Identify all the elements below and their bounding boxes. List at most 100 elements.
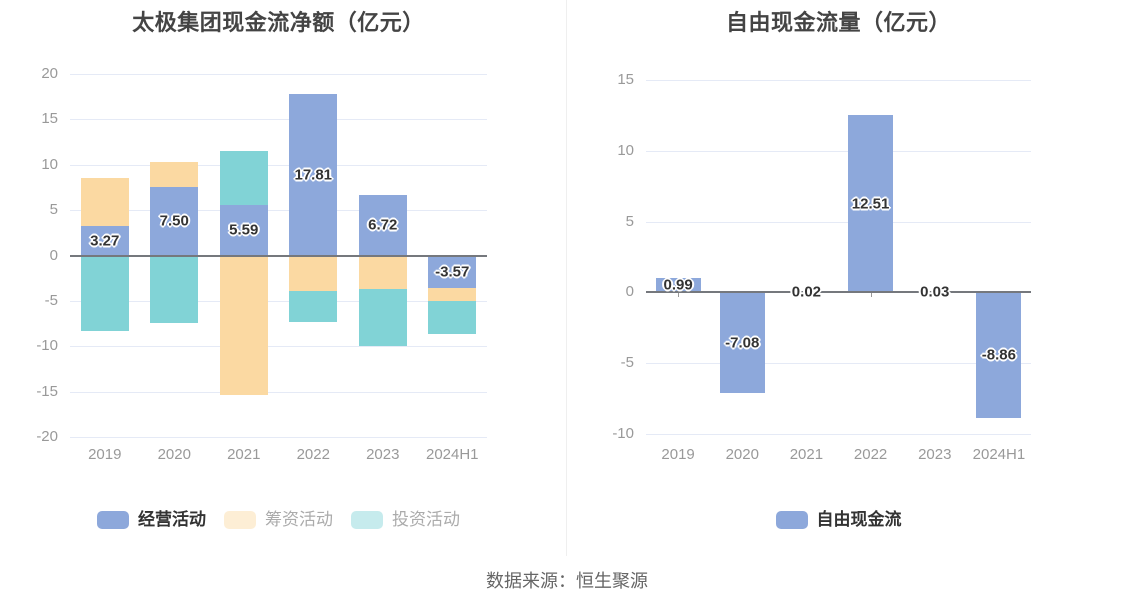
bar-segment[interactable]: [358, 288, 407, 346]
bar-segment[interactable]: [150, 162, 199, 188]
y-axis-tick-label: -5: [620, 354, 634, 372]
gridline: [70, 74, 487, 75]
x-axis-tick-label: 2023: [918, 446, 952, 463]
x-axis-tick-label: 2023: [366, 446, 400, 463]
bar-value-label: -8.86: [981, 346, 1017, 364]
y-axis-tick-label: -10: [36, 337, 58, 355]
y-axis-tick-label: 10: [617, 141, 634, 159]
bar-segment[interactable]: [219, 255, 268, 396]
bar-value-label: 0.03: [920, 283, 950, 301]
x-axis-tick-label: 2019: [88, 446, 122, 463]
y-axis-tick-label: 0: [625, 283, 634, 301]
bar-segment[interactable]: [219, 150, 268, 205]
y-axis-tick-label: -15: [36, 382, 58, 400]
y-axis-tick-label: 5: [625, 212, 634, 230]
gridline: [70, 437, 487, 438]
bar-segment[interactable]: [150, 255, 199, 323]
bar-value-label: 3.27: [90, 232, 120, 250]
gridline: [646, 150, 1031, 152]
legend-item[interactable]: 投资活动: [351, 511, 460, 529]
y-axis-tick-label: 15: [617, 71, 634, 88]
x-axis-tick-label: 2020: [725, 446, 759, 463]
zero-axis-line: [646, 291, 1031, 294]
legend-swatch-icon: [97, 511, 129, 529]
net-cash-flow-plot-area: 20 15 10 5 0 -5 -10 -15 -20 2019 2020 2021 2022 2023 2…: [0, 0, 567, 556]
bar-segment[interactable]: [848, 115, 894, 293]
legend-item-label: 自由现金流: [816, 510, 902, 529]
bar-segment[interactable]: [976, 292, 1022, 418]
gridline: [646, 363, 1031, 365]
bar-segment[interactable]: [80, 177, 129, 226]
y-axis-tick-label: -5: [44, 291, 58, 309]
bar-segment[interactable]: [289, 93, 338, 256]
legend-item[interactable]: 自由现金流: [775, 510, 902, 529]
data-source-label: 数据来源：恒生聚源: [486, 571, 648, 591]
legend-item-label: 经营活动: [138, 510, 206, 529]
bar-segment[interactable]: [655, 278, 701, 293]
bar-value-label: -7.08: [725, 334, 760, 352]
bar-segment[interactable]: [150, 187, 199, 256]
bar-segment[interactable]: [289, 255, 338, 292]
bar-segment[interactable]: [80, 225, 129, 256]
free-cash-flow-chart-title: 自由现金流量（亿元）: [725, 10, 951, 35]
bar-segment[interactable]: [358, 255, 407, 289]
legend-item[interactable]: 筹资活动: [224, 511, 333, 529]
y-axis-tick-label: -20: [36, 428, 58, 445]
x-axis-tick-label: 2020: [157, 446, 191, 463]
legend-swatch-icon: [351, 511, 383, 529]
x-axis-tick-label: 2024H1: [425, 446, 479, 463]
y-axis-tick-label: -10: [612, 425, 634, 442]
bar-segment[interactable]: [428, 287, 477, 302]
bar-value-label: 5.59: [229, 221, 259, 239]
legend-item-label: 筹资活动: [265, 510, 333, 529]
y-axis-tick-label: 20: [41, 65, 58, 82]
legend-swatch-icon: [224, 511, 256, 529]
bar-segment[interactable]: [719, 292, 765, 393]
axis-tick: [806, 292, 808, 298]
x-axis-tick-label: 2019: [661, 446, 695, 463]
bar-value-label: 17.81: [294, 166, 333, 184]
free-cash-flow-plot-area: 15 10 5 0 -5 -10 2019 2020 2021 2022 2023 2024H1 0.9…: [567, 0, 1134, 556]
x-axis-tick-label: 2021: [789, 446, 824, 463]
gridline: [70, 346, 487, 348]
zero-axis-line: [70, 254, 487, 257]
bar-value-label: 6.72: [368, 216, 398, 234]
y-axis-tick-label: 15: [41, 110, 58, 128]
bar-value-label: 0.02: [791, 283, 822, 301]
bar-value-label: -3.57: [435, 263, 470, 281]
bar-value-label: 7.50: [159, 212, 189, 230]
y-axis-tick-label: 10: [41, 155, 58, 173]
net-cash-flow-chart-title: 太极集团现金流净额（亿元）: [132, 10, 425, 35]
y-axis-tick-label: 0: [49, 246, 58, 264]
gridline: [70, 300, 487, 302]
gridline: [646, 434, 1031, 435]
gridline: [646, 80, 1031, 81]
net-cash-flow-chart-panel: 太极集团现金流净额（亿元） 20 15 10 5 0 -5 -10 -15 -20 2019 202…: [0, 0, 567, 556]
x-axis-tick-label: 2024H1: [972, 446, 1026, 463]
gridline: [70, 164, 487, 166]
bar-segment[interactable]: [428, 301, 477, 335]
free-cash-flow-chart-panel: 自由现金流量（亿元） 15 10 5 0 -5 -10 2019 2020 2021 2022 20…: [566, 0, 1134, 556]
bar-segment[interactable]: [358, 194, 407, 256]
bar-value-label: 0.99: [663, 276, 693, 294]
bar-segment[interactable]: [80, 255, 129, 331]
free-cash-flow-legend: 自由现金流: [646, 511, 1031, 529]
gridline: [70, 391, 487, 393]
bar-segment[interactable]: [219, 204, 268, 256]
x-axis-tick-label: 2022: [296, 446, 330, 463]
gridline: [70, 119, 487, 121]
legend-swatch-icon: [775, 511, 808, 529]
bar-segment[interactable]: [428, 255, 477, 288]
y-axis-tick-label: 5: [49, 201, 58, 219]
legend-item-label: 投资活动: [392, 510, 460, 529]
gridline: [646, 221, 1031, 223]
axis-tick: [678, 292, 680, 298]
legend-item[interactable]: 经营活动: [97, 511, 206, 529]
gridline: [70, 210, 487, 212]
net-cash-flow-legend: 经营活动 筹资活动 投资活动: [70, 511, 487, 529]
bar-segment[interactable]: [289, 291, 338, 323]
axis-tick: [870, 292, 872, 298]
x-axis-tick-label: 2021: [227, 446, 261, 463]
x-axis-tick-label: 2022: [853, 446, 888, 463]
